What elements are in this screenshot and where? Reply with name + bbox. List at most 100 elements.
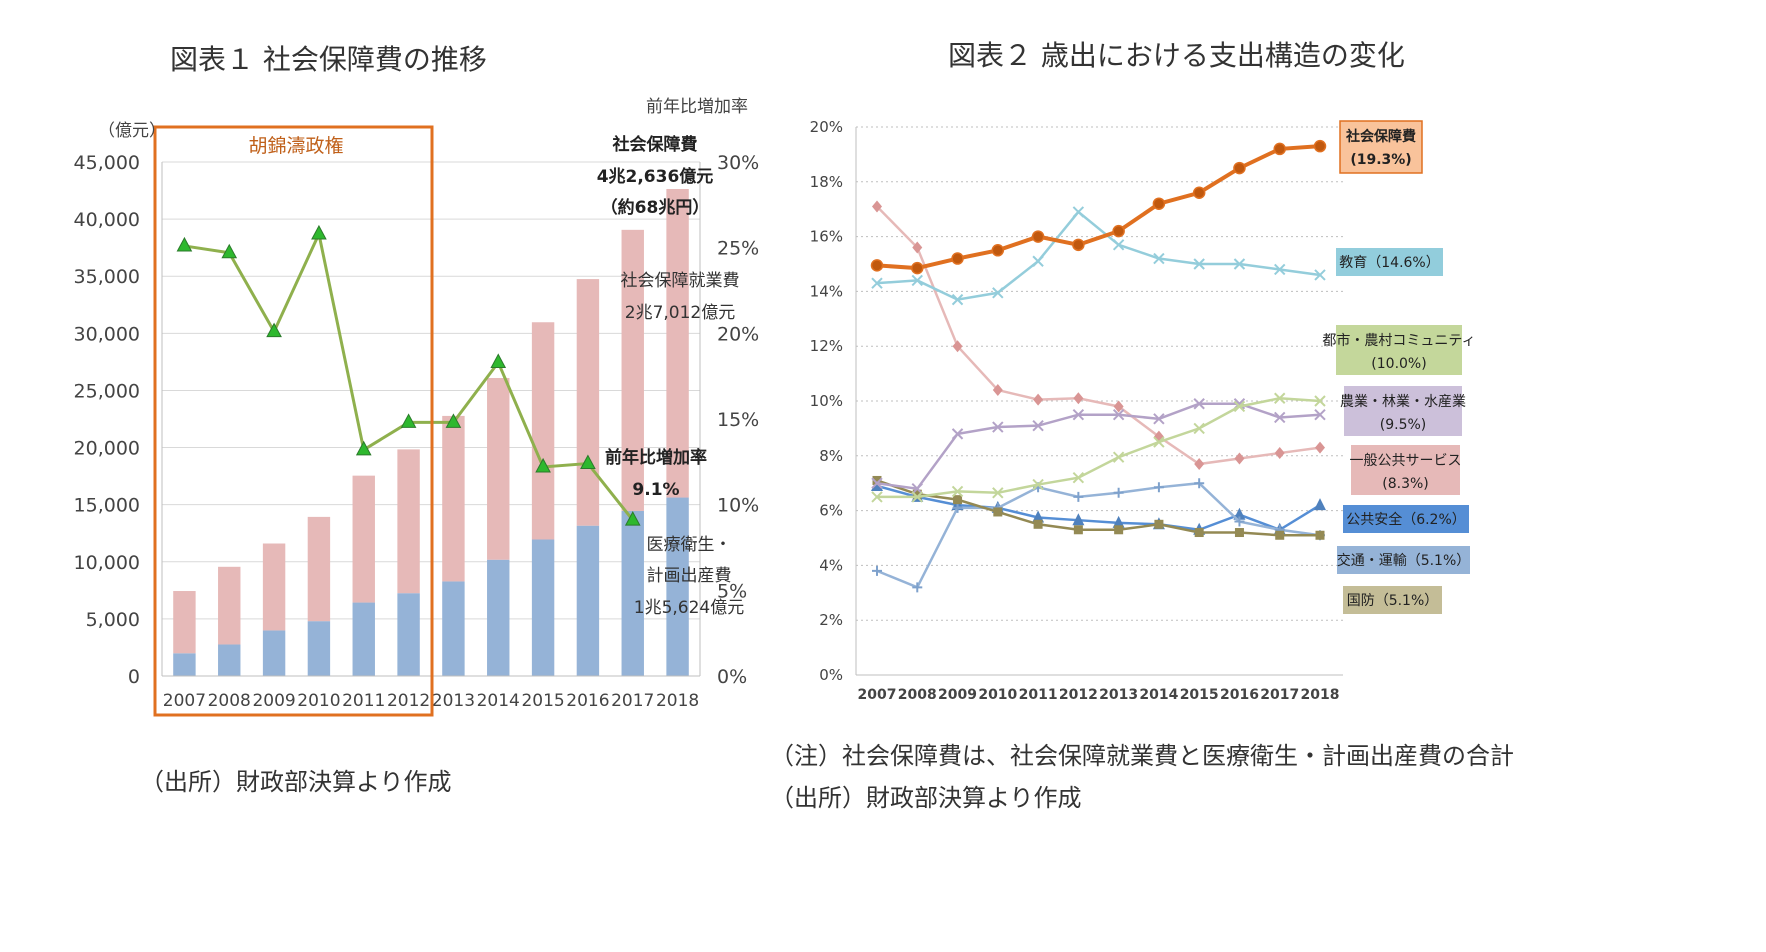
c2-point-triangle bbox=[1032, 510, 1045, 523]
c2-point-x bbox=[1032, 478, 1044, 491]
c1-y-tick-label: 10,000 bbox=[74, 552, 140, 574]
c2-point-plus bbox=[1194, 478, 1205, 489]
c2-point-circle bbox=[1031, 230, 1045, 243]
c2-point-diamond bbox=[1073, 392, 1084, 405]
c2-series-lines bbox=[870, 139, 1327, 593]
c2-point-square bbox=[1033, 519, 1043, 529]
bar-employment bbox=[621, 229, 644, 511]
c2-point-x bbox=[992, 487, 1004, 499]
c1-x-tick-label: 2013 bbox=[432, 691, 475, 711]
c2-point-square bbox=[1073, 525, 1083, 535]
c1-y-tick-label: 35,000 bbox=[74, 266, 140, 288]
c2-point-circle bbox=[1152, 197, 1166, 210]
c2-point-x bbox=[1072, 408, 1085, 421]
bar-medical bbox=[666, 497, 689, 676]
c2-y-tick-label: 14% bbox=[810, 282, 843, 300]
c2-legend-box bbox=[1351, 445, 1460, 495]
c1-y2-tick-label: 30% bbox=[717, 152, 759, 174]
ann-growth-2: 9.1% bbox=[632, 480, 679, 500]
c2-legend-box bbox=[1337, 546, 1470, 574]
c2-legend-box bbox=[1336, 248, 1443, 276]
fig1-source: （出所）財政部決算より作成 bbox=[140, 768, 452, 796]
c2-point-square bbox=[1315, 530, 1325, 540]
c2-y-tick-label: 16% bbox=[810, 228, 843, 246]
c2-point-diamond bbox=[1194, 458, 1205, 471]
c2-point-x bbox=[1274, 263, 1286, 276]
growth-rate-point bbox=[580, 454, 596, 470]
c2-point-square bbox=[1234, 528, 1244, 538]
growth-rate-point bbox=[535, 457, 551, 473]
ann-growth-1: 前年比増加率 bbox=[605, 447, 707, 468]
c2-point-diamond bbox=[1033, 393, 1044, 406]
c2-point-circle bbox=[911, 261, 924, 275]
c1-y-tick-label: 20,000 bbox=[74, 438, 140, 460]
c2-point-square bbox=[1194, 528, 1204, 538]
c2-point-diamond bbox=[1315, 441, 1325, 454]
c2-point-x bbox=[911, 491, 923, 503]
c2-point-plus bbox=[1234, 516, 1245, 527]
c2-legend-label: 公共安全（6.2%） bbox=[1346, 511, 1466, 528]
c2-y-tick-label: 12% bbox=[810, 337, 843, 355]
c2-point-diamond bbox=[912, 241, 923, 254]
ann-medical-1: 医療衛生・ bbox=[647, 535, 732, 555]
c2-point-triangle bbox=[1314, 498, 1326, 511]
c2-x-tick-label: 2016 bbox=[1220, 687, 1259, 703]
c2-x-tick-label: 2011 bbox=[1019, 687, 1058, 703]
chart2: 0% 2% 4% 6% 8% 10% 12% 14% 16% 18% 20% 2007 2008 2009… bbox=[810, 118, 1476, 703]
c1-y2-tick-label: 5% bbox=[717, 580, 747, 602]
growth-rate-point bbox=[266, 322, 282, 338]
c2-point-diamond bbox=[992, 384, 1003, 397]
c2-point-x bbox=[1274, 392, 1286, 404]
c1-x-tick-label: 2014 bbox=[477, 691, 520, 711]
c1-growth-line bbox=[176, 224, 641, 526]
c2-series-line bbox=[876, 144, 1321, 271]
c2-point-circle bbox=[1233, 161, 1246, 175]
growth-rate-point bbox=[400, 413, 417, 428]
c2-point-square bbox=[1275, 530, 1285, 540]
c1-right-axis-title: 前年比増加率 bbox=[646, 97, 748, 117]
c2-legend-label: 都市・農村コミュニティ bbox=[1322, 332, 1475, 349]
c2-series-line bbox=[877, 397, 1321, 499]
c2-point-plus bbox=[1113, 487, 1124, 498]
ann-total-3: （約68兆円） bbox=[601, 197, 710, 218]
c2-point-x bbox=[1112, 451, 1125, 463]
bar-medical bbox=[352, 602, 375, 676]
c2-point-diamond bbox=[1274, 447, 1285, 460]
c2-y-tick-label: 4% bbox=[819, 556, 843, 574]
c1-x-tick-label: 2016 bbox=[566, 691, 609, 711]
c2-legend-value: (9.5%) bbox=[1380, 417, 1427, 433]
bar-employment bbox=[487, 377, 510, 560]
bracket-label: 胡錦濤政権 bbox=[248, 135, 343, 157]
ann-total-2: 4兆2,636億元 bbox=[597, 166, 714, 187]
fig2-note: （注）社会保障費は、社会保障就業費と医療衛生・計画出産費の合計 bbox=[770, 742, 1514, 770]
c1-y-tick-label: 5,000 bbox=[86, 609, 140, 631]
c2-point-x bbox=[951, 485, 964, 498]
bar-employment bbox=[666, 189, 689, 498]
c2-y-tick-label: 18% bbox=[810, 173, 843, 191]
c2-x-tick-label: 2009 bbox=[938, 687, 977, 703]
c2-legend: 社会保障費 (19.3%) 教育（14.6%） 都市・農村コミュニティ (10.0%) 農… bbox=[1322, 120, 1476, 614]
growth-rate-point bbox=[355, 440, 372, 456]
c1-y2-tick-label: 15% bbox=[717, 409, 759, 431]
c2-point-circle bbox=[870, 259, 884, 272]
fig2-title: 図表２ 歳出における支出構造の変化 bbox=[948, 39, 1405, 72]
c2-point-plus bbox=[1073, 491, 1084, 502]
c2-legend-box bbox=[1336, 325, 1462, 375]
c2-legend-label: 一般公共サービス bbox=[1350, 453, 1462, 469]
bar-employment bbox=[531, 322, 555, 540]
c1-unit-label: （億元） bbox=[98, 121, 166, 141]
c1-x-tick-label: 2017 bbox=[611, 691, 654, 711]
c2-point-diamond bbox=[872, 200, 882, 213]
c2-y-tick-label: 10% bbox=[810, 392, 843, 410]
c2-series-line bbox=[876, 484, 1321, 532]
c2-y-tick-label: 20% bbox=[810, 118, 843, 136]
c2-legend-label: 国防（5.1%） bbox=[1347, 593, 1439, 609]
c1-x-tick-label: 2012 bbox=[387, 691, 430, 711]
c2-point-x bbox=[1032, 255, 1044, 267]
c2-point-x bbox=[1112, 239, 1125, 251]
c2-point-x bbox=[951, 428, 964, 440]
c2-point-x bbox=[1072, 472, 1085, 484]
fig2-source: （出所）財政部決算より作成 bbox=[770, 784, 1082, 812]
c2-point-x bbox=[871, 491, 883, 503]
